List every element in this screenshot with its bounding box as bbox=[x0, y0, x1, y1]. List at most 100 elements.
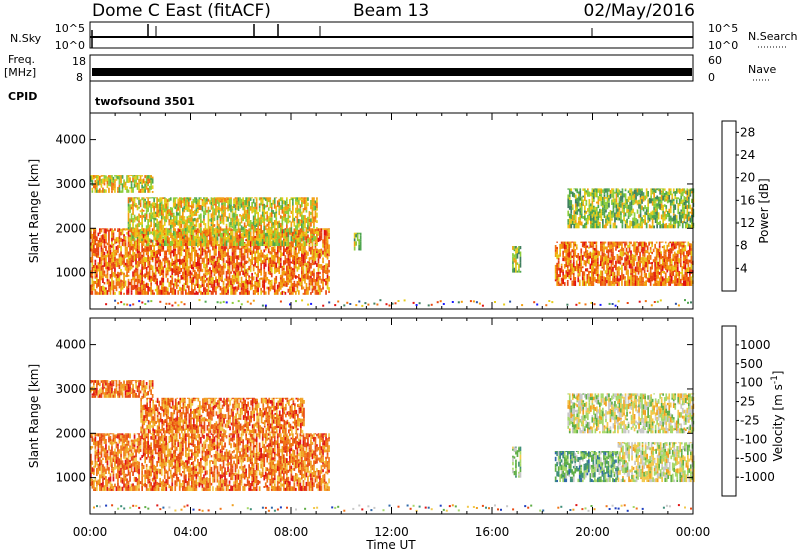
power-cell bbox=[594, 262, 596, 267]
power-cell bbox=[192, 211, 195, 214]
power-cell bbox=[661, 270, 664, 273]
power-cell bbox=[141, 289, 143, 293]
power-cell bbox=[278, 287, 281, 292]
power-cell bbox=[237, 270, 240, 276]
power-cell bbox=[200, 207, 202, 211]
power-cell bbox=[632, 201, 634, 206]
power-cell bbox=[273, 242, 276, 246]
power-cell bbox=[206, 277, 208, 281]
power-cell bbox=[519, 270, 522, 273]
power-cell bbox=[633, 212, 636, 217]
power-cell bbox=[174, 269, 177, 276]
power-cell bbox=[209, 275, 211, 282]
power-cell bbox=[189, 256, 192, 260]
power-cell bbox=[197, 232, 199, 238]
power-cell bbox=[168, 237, 171, 241]
power-cell bbox=[132, 226, 134, 229]
power-cell bbox=[231, 247, 234, 253]
power-cell bbox=[177, 206, 180, 211]
power-cell bbox=[645, 276, 647, 279]
power-cell bbox=[224, 233, 226, 239]
power-cell bbox=[630, 255, 632, 260]
power-cell bbox=[670, 271, 673, 276]
power-cell bbox=[174, 289, 177, 295]
power-cell bbox=[183, 243, 186, 247]
power-cell bbox=[563, 241, 566, 244]
power-cell bbox=[666, 264, 669, 270]
power-cell bbox=[263, 238, 266, 242]
power-cell bbox=[136, 223, 139, 228]
power-cell bbox=[574, 277, 577, 281]
power-cell bbox=[633, 275, 635, 278]
power-cell bbox=[313, 276, 315, 279]
power-cell bbox=[177, 249, 180, 255]
power-cell bbox=[643, 242, 646, 246]
power-cell bbox=[593, 214, 595, 217]
power-cell bbox=[100, 245, 103, 248]
power-cell bbox=[231, 252, 234, 256]
power-cell bbox=[275, 213, 278, 218]
power-cell bbox=[236, 238, 238, 243]
power-cell bbox=[251, 261, 253, 265]
power-cell bbox=[91, 175, 94, 177]
power-cell bbox=[243, 290, 246, 295]
power-cell bbox=[175, 259, 178, 263]
power-cell bbox=[584, 205, 586, 211]
power-cell bbox=[200, 244, 202, 247]
power-cell bbox=[270, 222, 273, 227]
power-cell bbox=[207, 224, 210, 227]
power-cell bbox=[278, 248, 281, 253]
power-cell bbox=[310, 238, 312, 241]
power-cell bbox=[145, 246, 148, 251]
power-cell bbox=[317, 267, 320, 272]
power-cell bbox=[148, 197, 151, 199]
power-cell bbox=[237, 265, 240, 271]
power-cell bbox=[172, 197, 175, 203]
power-cell bbox=[266, 205, 269, 208]
power-cell bbox=[597, 276, 599, 280]
power-cell bbox=[605, 197, 607, 199]
power-cell bbox=[660, 281, 662, 286]
power-cell bbox=[141, 197, 143, 201]
power-cell bbox=[269, 202, 272, 208]
power-cell bbox=[157, 289, 160, 295]
power-cell bbox=[583, 281, 586, 286]
power-cell bbox=[599, 188, 601, 191]
power-cell bbox=[610, 268, 613, 274]
power-cell bbox=[249, 280, 252, 285]
power-cell bbox=[657, 261, 659, 266]
power-cell bbox=[206, 251, 208, 255]
power-cell bbox=[647, 191, 649, 195]
power-cell bbox=[592, 247, 595, 250]
power-cell bbox=[264, 277, 267, 280]
power-cell bbox=[654, 189, 657, 193]
power-cell bbox=[210, 277, 213, 281]
power-cell bbox=[160, 224, 163, 230]
power-cell bbox=[233, 263, 235, 269]
power-cell bbox=[111, 255, 113, 260]
power-cell bbox=[222, 197, 225, 200]
power-cell bbox=[144, 175, 146, 179]
power-cell bbox=[127, 226, 130, 230]
power-cell bbox=[672, 208, 675, 214]
power-cell bbox=[234, 275, 237, 280]
power-cell bbox=[675, 268, 678, 274]
power-cell bbox=[626, 223, 628, 229]
power-cell bbox=[123, 179, 125, 185]
power-cell bbox=[609, 210, 612, 216]
power-cell bbox=[577, 263, 580, 269]
power-cell bbox=[605, 223, 607, 229]
power-cell bbox=[580, 248, 583, 254]
power-cell bbox=[242, 226, 244, 230]
power-cell bbox=[296, 213, 299, 219]
power-cell bbox=[219, 273, 222, 275]
power-cell bbox=[204, 241, 207, 246]
power-cell bbox=[112, 229, 115, 233]
power-cell bbox=[188, 206, 190, 212]
power-cell bbox=[516, 262, 519, 265]
power-cell bbox=[222, 244, 225, 247]
power-cell bbox=[213, 282, 216, 287]
power-cell bbox=[292, 210, 294, 214]
power-cell bbox=[221, 210, 223, 215]
